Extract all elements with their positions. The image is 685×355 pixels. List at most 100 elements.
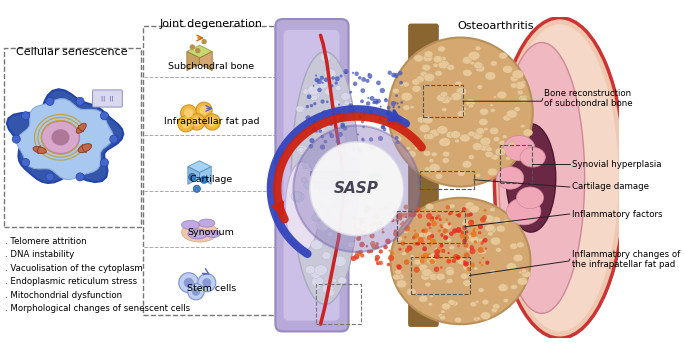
- Circle shape: [182, 119, 190, 128]
- Ellipse shape: [467, 263, 472, 266]
- Bar: [3, 48, 141, 227]
- Ellipse shape: [499, 53, 508, 59]
- Ellipse shape: [506, 124, 556, 232]
- Circle shape: [368, 73, 370, 75]
- Ellipse shape: [327, 290, 335, 296]
- Ellipse shape: [440, 310, 445, 313]
- Bar: [310, 171, 360, 175]
- Circle shape: [320, 144, 325, 150]
- Ellipse shape: [513, 254, 523, 262]
- Ellipse shape: [343, 101, 353, 109]
- Ellipse shape: [484, 127, 488, 131]
- Ellipse shape: [472, 131, 482, 140]
- Circle shape: [399, 217, 402, 220]
- Ellipse shape: [320, 175, 331, 184]
- Circle shape: [445, 211, 447, 213]
- Circle shape: [377, 228, 379, 231]
- Ellipse shape: [314, 285, 320, 290]
- Ellipse shape: [397, 280, 407, 288]
- Circle shape: [324, 77, 328, 82]
- Circle shape: [382, 125, 385, 129]
- Circle shape: [369, 233, 375, 239]
- Circle shape: [313, 102, 316, 105]
- Circle shape: [409, 212, 414, 217]
- Circle shape: [190, 44, 195, 50]
- Ellipse shape: [467, 273, 471, 277]
- Ellipse shape: [472, 143, 482, 151]
- Ellipse shape: [446, 269, 454, 275]
- Circle shape: [371, 244, 376, 248]
- Ellipse shape: [443, 151, 450, 157]
- Ellipse shape: [445, 267, 454, 273]
- Circle shape: [193, 185, 201, 192]
- Circle shape: [471, 222, 473, 224]
- Circle shape: [329, 119, 332, 122]
- Circle shape: [343, 69, 349, 74]
- Ellipse shape: [522, 95, 527, 99]
- Ellipse shape: [333, 183, 340, 188]
- Circle shape: [366, 245, 369, 247]
- Ellipse shape: [344, 100, 349, 105]
- Ellipse shape: [311, 240, 323, 250]
- Circle shape: [388, 110, 391, 114]
- Circle shape: [366, 101, 371, 106]
- Circle shape: [329, 133, 334, 138]
- Circle shape: [340, 75, 342, 77]
- Circle shape: [457, 230, 460, 233]
- Ellipse shape: [393, 274, 401, 280]
- Circle shape: [462, 239, 467, 243]
- Circle shape: [434, 249, 440, 255]
- Ellipse shape: [320, 53, 331, 62]
- Circle shape: [464, 262, 468, 266]
- Circle shape: [316, 79, 322, 84]
- Circle shape: [366, 79, 369, 83]
- Circle shape: [321, 135, 324, 138]
- Circle shape: [361, 77, 366, 82]
- Ellipse shape: [424, 51, 433, 58]
- Circle shape: [329, 122, 333, 126]
- Ellipse shape: [485, 224, 495, 232]
- Ellipse shape: [416, 215, 421, 218]
- Ellipse shape: [470, 61, 475, 65]
- Ellipse shape: [308, 90, 320, 100]
- Ellipse shape: [503, 65, 513, 73]
- Ellipse shape: [434, 247, 439, 251]
- Ellipse shape: [521, 269, 527, 273]
- Ellipse shape: [427, 258, 435, 265]
- Ellipse shape: [506, 110, 517, 118]
- Circle shape: [396, 264, 400, 268]
- Circle shape: [21, 158, 29, 166]
- Circle shape: [408, 212, 411, 215]
- Circle shape: [326, 100, 329, 103]
- Circle shape: [336, 111, 341, 116]
- Ellipse shape: [469, 205, 479, 213]
- Ellipse shape: [332, 100, 340, 107]
- Ellipse shape: [439, 138, 451, 147]
- Ellipse shape: [449, 97, 453, 100]
- Ellipse shape: [493, 137, 500, 142]
- Ellipse shape: [496, 225, 506, 232]
- Circle shape: [196, 102, 212, 118]
- Circle shape: [387, 106, 390, 110]
- Ellipse shape: [454, 317, 462, 323]
- Circle shape: [376, 242, 379, 245]
- Ellipse shape: [402, 82, 409, 87]
- Ellipse shape: [308, 84, 321, 95]
- Ellipse shape: [329, 177, 335, 183]
- Text: Bone reconstruction
of subchondral bone: Bone reconstruction of subchondral bone: [545, 89, 633, 108]
- Ellipse shape: [461, 107, 466, 111]
- Ellipse shape: [486, 226, 496, 233]
- Circle shape: [381, 208, 383, 211]
- Circle shape: [394, 229, 397, 233]
- Circle shape: [381, 226, 384, 230]
- Ellipse shape: [401, 252, 407, 256]
- Circle shape: [338, 104, 340, 106]
- Circle shape: [482, 240, 484, 243]
- Circle shape: [362, 112, 366, 116]
- Circle shape: [441, 249, 445, 253]
- Circle shape: [384, 98, 388, 102]
- Text: Osteoarthritis: Osteoarthritis: [458, 21, 534, 31]
- Ellipse shape: [429, 260, 436, 265]
- Circle shape: [403, 204, 409, 210]
- Ellipse shape: [523, 129, 533, 136]
